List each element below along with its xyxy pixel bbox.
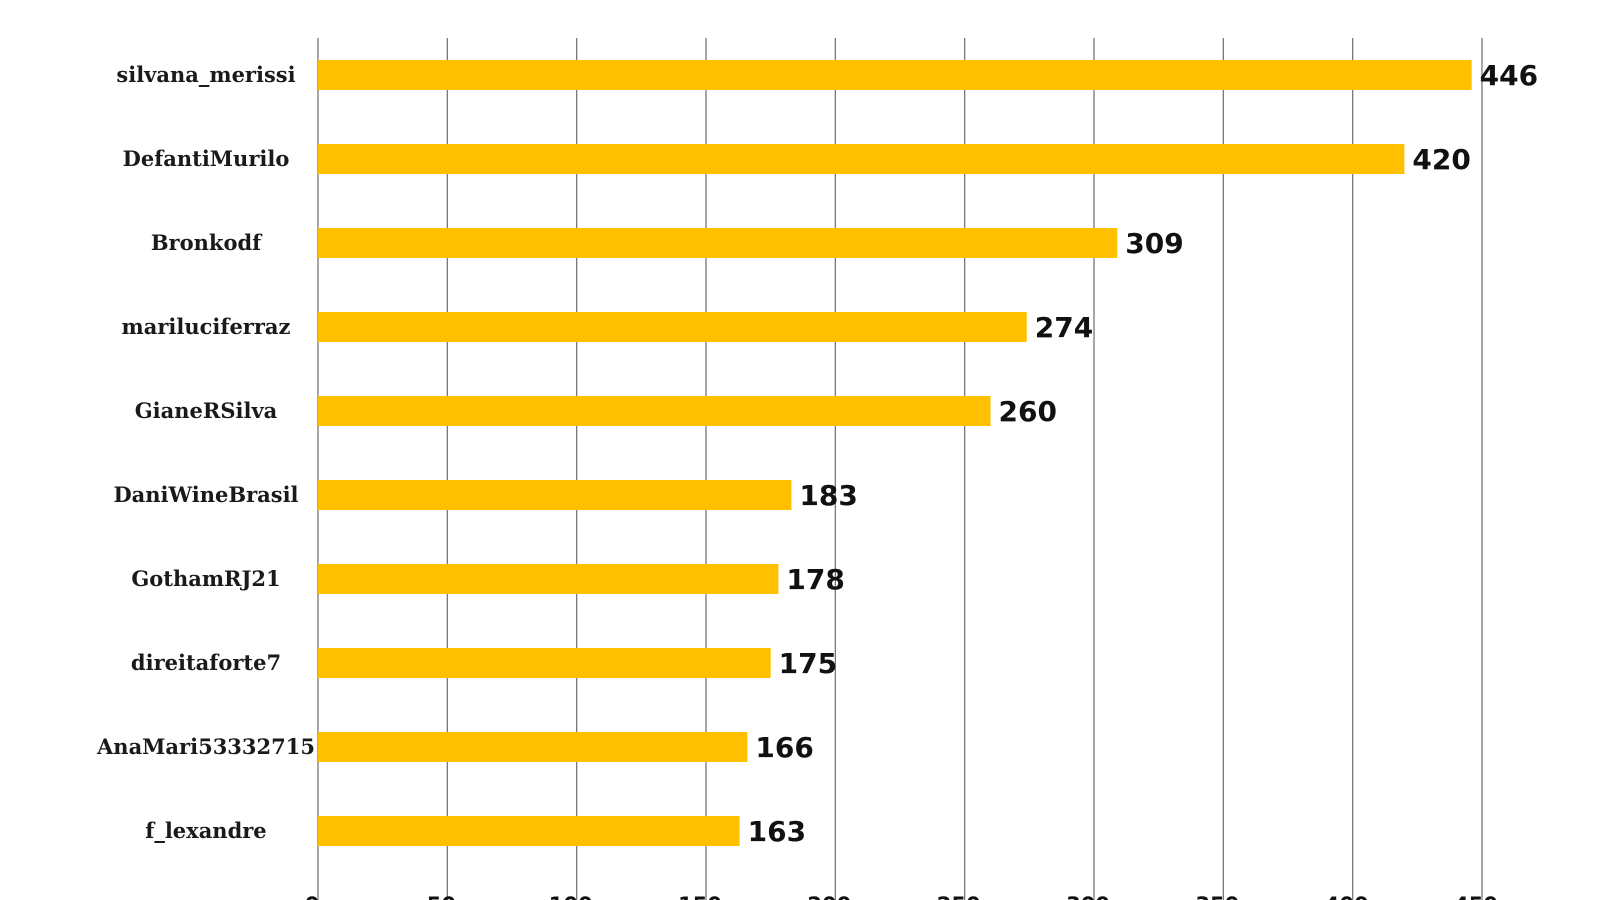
bar-Bronkodf	[318, 228, 1118, 258]
value-label-direitaforte7: 175	[779, 647, 837, 680]
value-label-silvana_merissi: 446	[1480, 59, 1538, 92]
x-tick-label-50: 50	[427, 893, 456, 900]
bar-GothamRJ21	[318, 564, 779, 594]
bar-f_lexandre	[318, 816, 740, 846]
category-label-DaniWineBrasil: DaniWineBrasil	[113, 482, 298, 507]
value-label-GothamRJ21: 178	[786, 563, 844, 596]
category-label-silvana_merissi: silvana_merissi	[116, 62, 295, 87]
value-label-GianeRSilva: 260	[999, 395, 1057, 428]
value-label-DaniWineBrasil: 183	[799, 479, 857, 512]
category-labels: silvana_merissi DefantiMurilo Bronkodf mari…	[96, 62, 315, 843]
value-label-Bronkodf: 309	[1125, 227, 1183, 260]
category-label-mariluciferraz: mariluciferraz	[122, 314, 291, 339]
category-label-GianeRSilva: GianeRSilva	[135, 398, 278, 423]
x-tick-label-100: 100	[549, 893, 593, 900]
x-tick-label-450: 450	[1454, 893, 1498, 900]
bar-mariluciferraz	[318, 312, 1027, 342]
x-tick-label-200: 200	[807, 893, 851, 900]
x-tick-label-300: 300	[1066, 893, 1110, 900]
bar-AnaMari53332715	[318, 732, 748, 762]
bar-silvana_merissi	[318, 60, 1472, 90]
bars	[318, 60, 1472, 846]
value-label-DefantiMurilo: 420	[1412, 143, 1470, 176]
category-label-AnaMari53332715: AnaMari53332715	[96, 734, 315, 759]
x-tick-label-250: 250	[937, 893, 981, 900]
category-label-Bronkodf: Bronkodf	[151, 230, 263, 255]
x-tick-label-150: 150	[678, 893, 722, 900]
category-label-GothamRJ21: GothamRJ21	[131, 566, 280, 591]
bar-direitaforte7	[318, 648, 771, 678]
category-label-direitaforte7: direitaforte7	[131, 650, 281, 675]
category-label-DefantiMurilo: DefantiMurilo	[123, 146, 290, 171]
x-tick-label-350: 350	[1195, 893, 1239, 900]
gridlines	[317, 38, 1483, 900]
x-tick-label-0: 0	[305, 893, 320, 900]
value-label-mariluciferraz: 274	[1035, 311, 1093, 344]
category-label-f_lexandre: f_lexandre	[145, 818, 266, 843]
x-axis-tick-labels: 0 50 100 150 200 250 300 350 400 450	[305, 893, 1498, 900]
x-tick-label-400: 400	[1325, 893, 1369, 900]
bar-DaniWineBrasil	[318, 480, 792, 510]
value-label-f_lexandre: 163	[748, 815, 806, 848]
bar-DefantiMurilo	[318, 144, 1405, 174]
value-labels: 446 420 309 274 260 183 178 175 166 163	[748, 59, 1538, 848]
bar-GianeRSilva	[318, 396, 991, 426]
value-label-AnaMari53332715: 166	[755, 731, 813, 764]
